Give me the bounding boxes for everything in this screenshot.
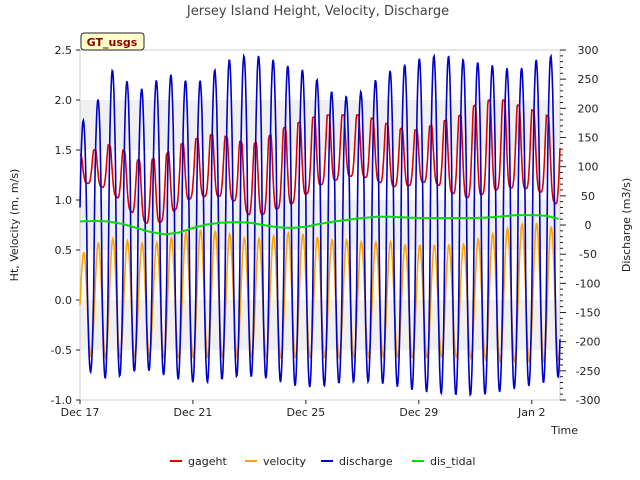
left-tick-label: 0.5 [55,244,73,257]
station-tag-label: GT_usgs [87,36,138,49]
right-tick-label: -100 [576,277,601,290]
y-axis-label-left: Ht, Velocity (m, m/s) [8,169,21,282]
right-tick-label: 200 [578,102,599,115]
right-tick-label: 150 [578,132,599,145]
chart-title: Jersey Island Height, Velocity, Discharg… [186,4,449,19]
y-axis-label-right: Discharge (m3/s) [620,178,633,272]
right-tick-label: 300 [578,44,599,57]
series-line-dis_tidal [79,214,559,236]
left-tick-label: -0.5 [51,344,72,357]
left-tick-label: 2.5 [55,44,73,57]
right-tick-label: 50 [581,190,595,203]
x-tick-label: Dec 17 [61,406,100,419]
x-tick-label: Dec 21 [174,406,213,419]
right-tick-label: 100 [578,161,599,174]
station-tag: GT_usgs [80,32,145,51]
right-tick-label: -300 [576,394,601,407]
plot-band [80,50,560,100]
left-tick-label: 1.0 [55,194,73,207]
right-tick-label: -50 [579,248,597,261]
legend-label-discharge: discharge [339,455,393,468]
left-tick-label: 0.0 [55,294,73,307]
x-tick-label: Dec 25 [286,406,325,419]
plot-band [80,350,560,400]
legend-label-gageht: gageht [188,455,227,468]
legend-label-velocity: velocity [263,455,306,468]
right-tick-label: -150 [576,307,601,320]
left-axis: -1.0 -0.5 0.0 0.5 1.0 1.5 2.0 2.5 [51,44,80,407]
series-line-discharge [79,53,561,397]
right-tick-label: -250 [576,365,601,378]
x-axis-label: Time [550,424,578,437]
right-axis: -300 -250 -200 -150 -100 -50 0 50 100 150 200 250 30… [560,44,600,407]
legend: gageht velocity discharge dis_tidal [170,455,475,468]
x-tick-label: Dec 29 [399,406,438,419]
legend-label-dis_tidal: dis_tidal [430,455,475,468]
series-layer [79,53,561,397]
right-tick-label: 250 [578,73,599,86]
right-tick-label: 0 [585,219,592,232]
x-axis: Dec 17 Dec 21 Dec 25 Dec 29 Jan 2 [61,400,545,419]
right-tick-label: -200 [576,336,601,349]
left-tick-label: 1.5 [55,144,73,157]
x-tick-label: Jan 2 [517,406,545,419]
left-tick-label: 2.0 [55,94,73,107]
left-tick-label: -1.0 [51,394,72,407]
